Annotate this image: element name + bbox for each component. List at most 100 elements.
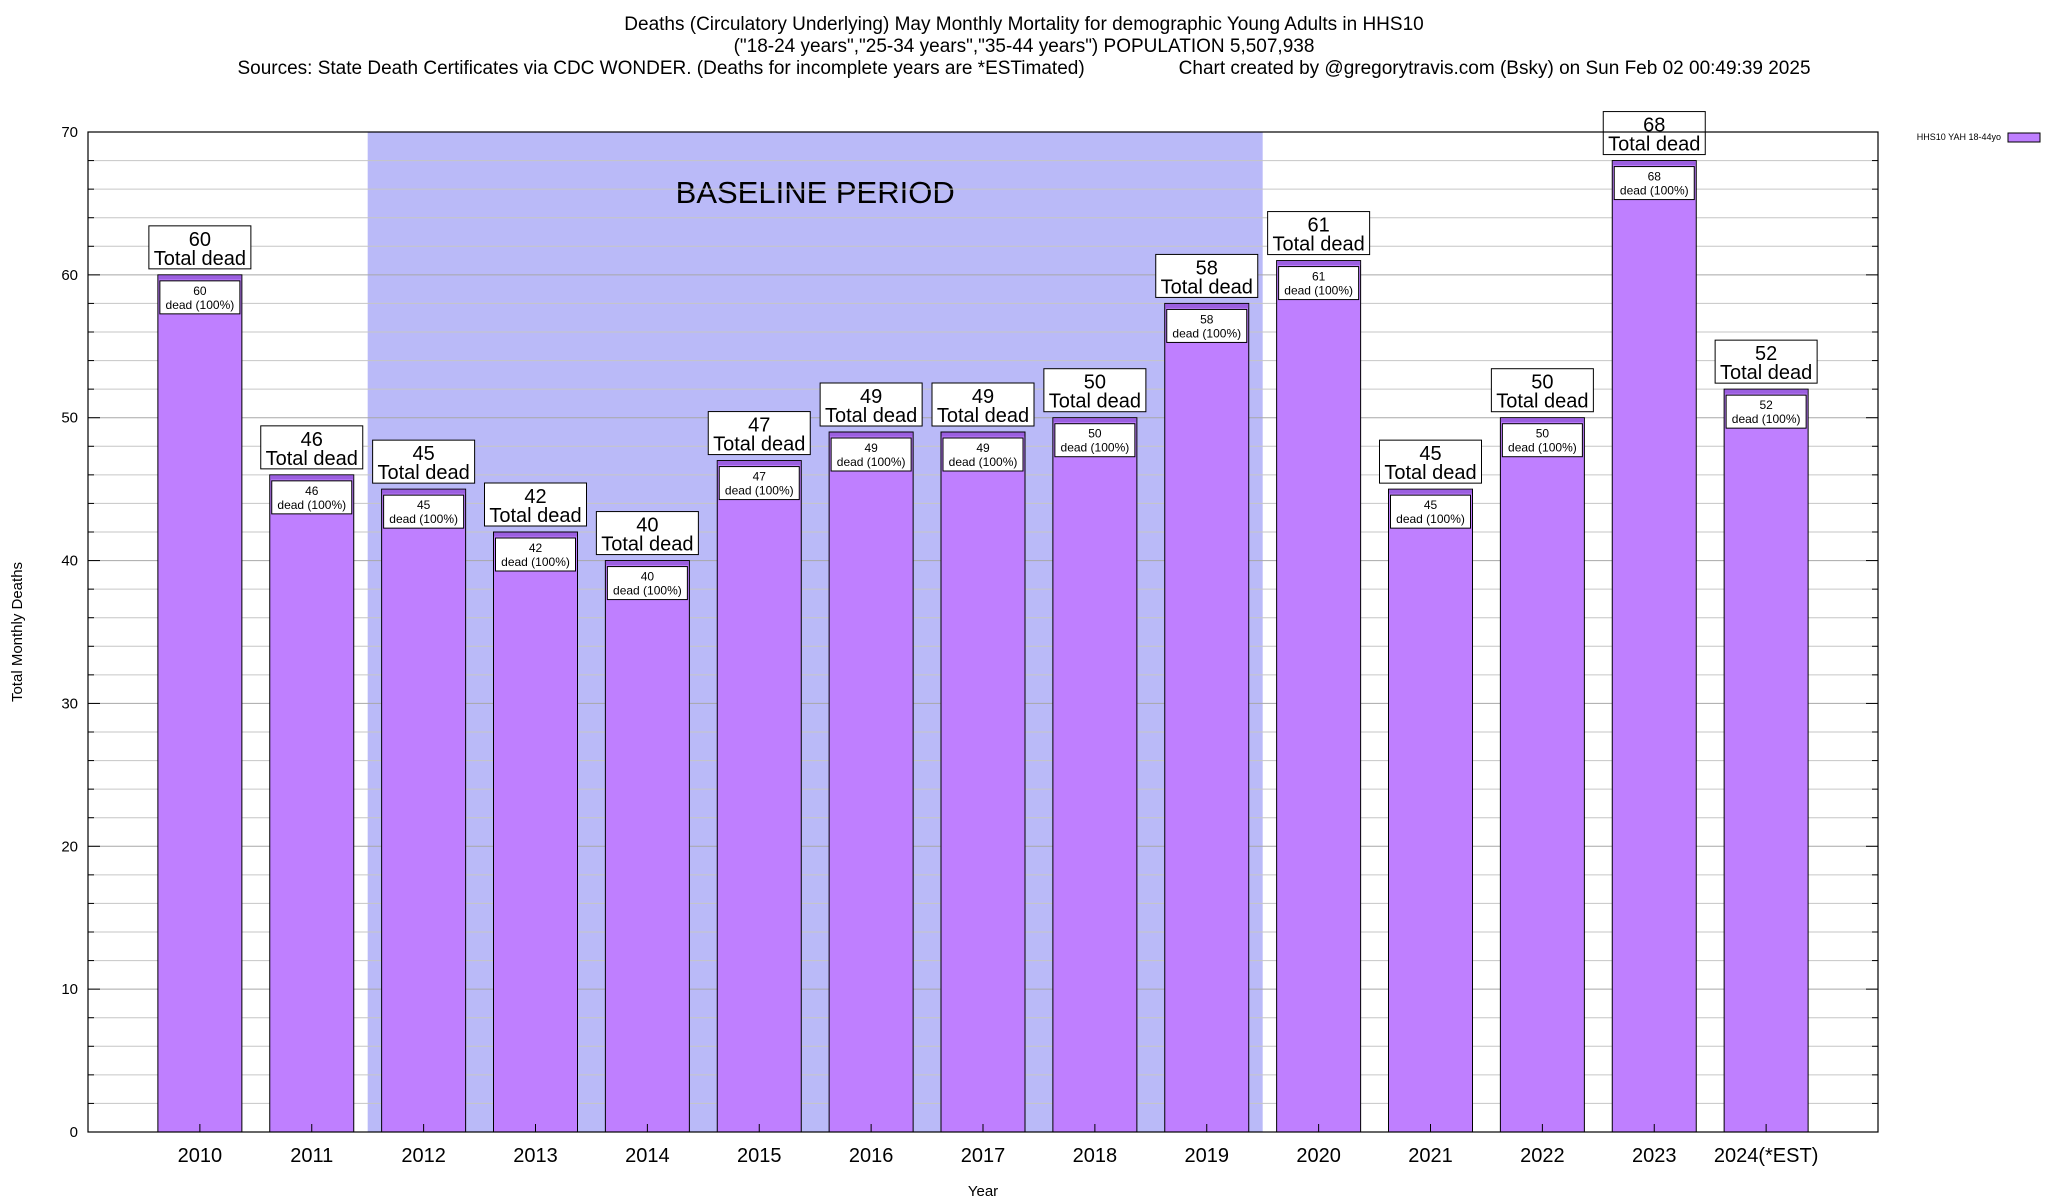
total-label-box xyxy=(707,411,811,456)
y-tick-label: 20 xyxy=(61,838,78,855)
bar xyxy=(493,531,578,1133)
total-dead-label: Total dead xyxy=(713,434,805,456)
inner-label-box xyxy=(718,466,800,501)
total-label-box xyxy=(819,382,923,427)
x-tick-label: 2018 xyxy=(1073,1145,1118,1167)
total-value-label: 52 xyxy=(1755,343,1777,365)
inner-label-box xyxy=(1613,166,1695,201)
chart-title-block: Deaths (Circulatory Underlying) May Mont… xyxy=(0,14,2048,80)
total-label-box xyxy=(260,425,364,470)
total-value-label: 50 xyxy=(1084,372,1106,394)
bar-top-edge xyxy=(941,432,1025,437)
total-dead-label: Total dead xyxy=(377,462,469,484)
inner-label-box xyxy=(830,437,912,472)
total-label-box xyxy=(1714,339,1818,384)
inner-value-label: 40 xyxy=(641,570,655,584)
inner-percent-label: dead (100%) xyxy=(166,298,235,312)
bar xyxy=(1611,160,1697,1133)
bar xyxy=(940,431,1026,1133)
total-value-label: 42 xyxy=(524,486,546,508)
chart-title: Deaths (Circulatory Underlying) May Mont… xyxy=(624,14,1424,35)
bar-top-edge xyxy=(829,432,913,437)
bar-top-edge xyxy=(158,275,242,280)
inner-label-box xyxy=(1054,423,1136,458)
inner-label-box xyxy=(1725,394,1807,429)
inner-value-label: 61 xyxy=(1312,270,1326,284)
inner-value-label: 58 xyxy=(1200,312,1214,326)
total-label-box xyxy=(931,382,1035,427)
x-tick-label: 2020 xyxy=(1296,1145,1341,1167)
y-tick-label: 10 xyxy=(61,981,78,998)
y-axis-label: Total Monthly Deaths xyxy=(9,562,26,702)
inner-label-box xyxy=(1501,423,1583,458)
total-dead-label: Total dead xyxy=(266,448,358,470)
total-value-label: 49 xyxy=(860,386,882,408)
inner-label-box xyxy=(495,537,576,572)
total-dead-label: Total dead xyxy=(1049,391,1141,413)
total-dead-label: Total dead xyxy=(154,248,246,270)
y-tick-label: 0 xyxy=(70,1124,78,1141)
x-tick-label: 2024(*EST) xyxy=(1714,1145,1819,1167)
total-label-box xyxy=(1043,368,1147,413)
total-label-box xyxy=(1490,368,1594,413)
x-tick-label: 2021 xyxy=(1408,1145,1453,1167)
x-tick-label: 2023 xyxy=(1632,1145,1677,1167)
bar xyxy=(1052,417,1138,1133)
total-value-label: 50 xyxy=(1531,372,1553,394)
x-tick-label: 2022 xyxy=(1520,1145,1565,1167)
total-dead-label: Total dead xyxy=(825,405,917,427)
inner-value-label: 50 xyxy=(1088,427,1102,441)
bar xyxy=(1276,260,1362,1133)
y-tick-label: 30 xyxy=(61,695,78,712)
total-label-box xyxy=(372,439,476,484)
inner-percent-label: dead (100%) xyxy=(1061,441,1130,455)
inner-label-box xyxy=(383,494,465,529)
y-tick-label: 70 xyxy=(61,124,78,141)
total-dead-label: Total dead xyxy=(1608,134,1700,156)
inner-value-label: 42 xyxy=(529,541,543,555)
total-dead-label: Total dead xyxy=(489,505,581,527)
inner-percent-label: dead (100%) xyxy=(1284,284,1353,298)
inner-value-label: 49 xyxy=(976,441,990,455)
bar-top-edge xyxy=(1612,161,1696,166)
chart-source: Sources: State Death Certificates via CD… xyxy=(237,58,1085,79)
y-tick-label: 60 xyxy=(61,267,78,284)
bar-top-edge xyxy=(1277,261,1361,266)
x-tick-label: 2017 xyxy=(961,1145,1006,1167)
total-dead-label: Total dead xyxy=(1384,462,1476,484)
total-label-box xyxy=(1155,253,1259,298)
total-label-box xyxy=(1602,111,1706,156)
total-dead-label: Total dead xyxy=(937,405,1029,427)
x-axis-label: Year xyxy=(968,1183,998,1200)
inner-label-box xyxy=(1166,308,1248,343)
bar xyxy=(269,474,355,1133)
total-dead-label: Total dead xyxy=(1496,391,1588,413)
inner-percent-label: dead (100%) xyxy=(837,455,906,469)
total-label-box xyxy=(1379,439,1482,484)
total-label-box xyxy=(595,511,699,556)
total-label-box xyxy=(1267,211,1371,256)
bar-top-edge xyxy=(1500,418,1584,423)
bar-top-edge xyxy=(1724,389,1808,394)
bar-top-edge xyxy=(605,561,689,566)
total-dead-label: Total dead xyxy=(1161,276,1253,298)
bar-top-edge xyxy=(382,489,466,494)
bar xyxy=(604,560,690,1133)
x-tick-label: 2010 xyxy=(178,1145,223,1167)
bar xyxy=(1499,417,1585,1133)
inner-value-label: 45 xyxy=(417,498,431,512)
y-tick-label: 50 xyxy=(61,410,78,427)
inner-percent-label: dead (100%) xyxy=(1396,512,1465,526)
x-tick-label: 2015 xyxy=(737,1145,782,1167)
inner-percent-label: dead (100%) xyxy=(949,455,1018,469)
x-tick-label: 2014 xyxy=(625,1145,670,1167)
total-value-label: 46 xyxy=(301,429,323,451)
total-label-box xyxy=(484,482,587,527)
x-tick-label: 2013 xyxy=(513,1145,558,1167)
inner-label-box xyxy=(606,566,688,601)
inner-value-label: 45 xyxy=(1424,498,1438,512)
total-value-label: 58 xyxy=(1196,257,1218,279)
total-value-label: 60 xyxy=(189,229,211,251)
inner-value-label: 50 xyxy=(1536,427,1550,441)
